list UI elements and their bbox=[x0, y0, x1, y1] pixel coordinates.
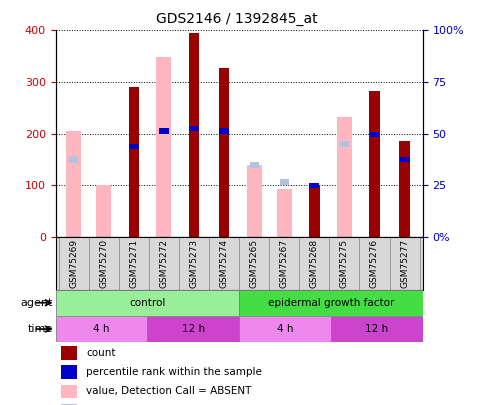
Text: GSM75275: GSM75275 bbox=[340, 239, 349, 288]
Bar bbox=[280, 179, 289, 185]
Text: agent: agent bbox=[21, 298, 53, 308]
Bar bbox=[69, 156, 78, 162]
Text: GDS2146 / 1392845_at: GDS2146 / 1392845_at bbox=[156, 12, 317, 26]
Bar bbox=[56, 290, 239, 316]
Bar bbox=[340, 141, 349, 147]
Text: control: control bbox=[129, 298, 166, 308]
Bar bbox=[369, 91, 380, 237]
Bar bbox=[61, 404, 77, 405]
Bar bbox=[239, 316, 331, 342]
Text: count: count bbox=[86, 348, 116, 358]
Text: GSM75271: GSM75271 bbox=[129, 239, 138, 288]
Text: GSM75272: GSM75272 bbox=[159, 239, 169, 288]
Text: GSM75277: GSM75277 bbox=[400, 239, 409, 288]
Bar bbox=[399, 157, 410, 162]
Bar bbox=[159, 128, 169, 134]
Bar bbox=[66, 131, 81, 237]
Text: GSM75269: GSM75269 bbox=[69, 239, 78, 288]
Bar bbox=[61, 365, 77, 379]
Text: GSM75268: GSM75268 bbox=[310, 239, 319, 288]
Bar bbox=[129, 144, 139, 149]
Bar bbox=[128, 87, 139, 237]
Bar bbox=[369, 132, 380, 137]
Bar bbox=[56, 316, 147, 342]
Bar bbox=[399, 141, 410, 237]
Text: 12 h: 12 h bbox=[182, 324, 205, 334]
Bar bbox=[61, 346, 77, 360]
Text: GSM75273: GSM75273 bbox=[189, 239, 199, 288]
Text: GSM75276: GSM75276 bbox=[370, 239, 379, 288]
Bar bbox=[156, 57, 171, 237]
Bar bbox=[189, 33, 199, 237]
Text: percentile rank within the sample: percentile rank within the sample bbox=[86, 367, 262, 377]
Bar bbox=[250, 162, 258, 168]
Text: time: time bbox=[28, 324, 53, 334]
Bar bbox=[309, 185, 320, 237]
Text: GSM75274: GSM75274 bbox=[220, 239, 228, 288]
Text: 4 h: 4 h bbox=[277, 324, 293, 334]
Bar bbox=[61, 385, 77, 399]
Text: GSM75265: GSM75265 bbox=[250, 239, 258, 288]
Bar bbox=[239, 290, 423, 316]
Text: GSM75270: GSM75270 bbox=[99, 239, 108, 288]
Text: GSM75267: GSM75267 bbox=[280, 239, 289, 288]
Text: 12 h: 12 h bbox=[365, 324, 388, 334]
Bar bbox=[96, 185, 111, 237]
Text: epidermal growth factor: epidermal growth factor bbox=[268, 298, 394, 308]
Bar bbox=[219, 68, 229, 237]
Bar bbox=[189, 126, 199, 131]
Text: 4 h: 4 h bbox=[93, 324, 110, 334]
Bar bbox=[277, 189, 292, 237]
Bar bbox=[147, 316, 239, 342]
Text: value, Detection Call = ABSENT: value, Detection Call = ABSENT bbox=[86, 386, 252, 396]
Bar bbox=[247, 164, 262, 237]
Bar bbox=[337, 117, 352, 237]
Bar bbox=[309, 183, 319, 188]
Bar bbox=[219, 128, 229, 134]
Bar bbox=[331, 316, 423, 342]
